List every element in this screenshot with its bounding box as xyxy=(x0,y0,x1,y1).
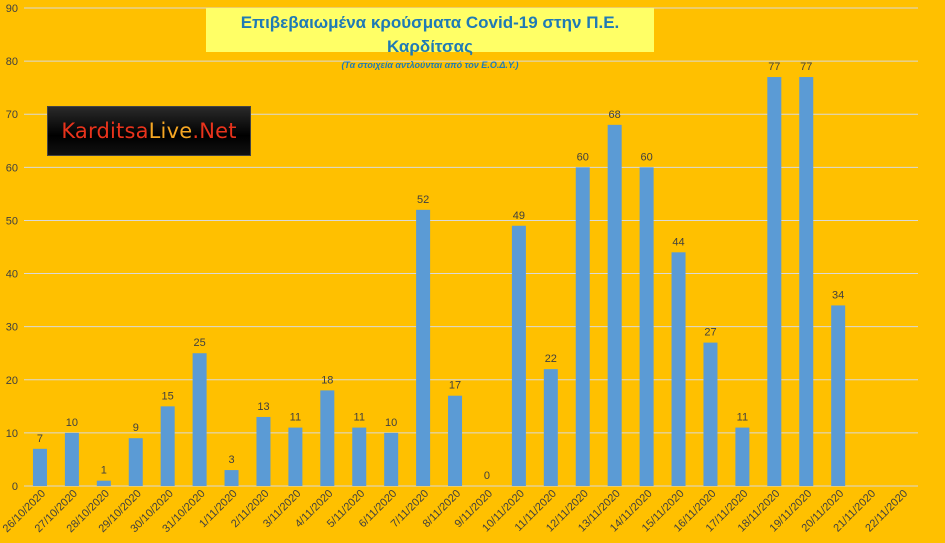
data-label: 77 xyxy=(800,61,812,73)
data-label: 15 xyxy=(162,390,174,402)
bar xyxy=(32,448,47,486)
logo-part-1: Karditsa xyxy=(61,119,149,143)
bar xyxy=(735,427,750,486)
data-label: 34 xyxy=(832,289,844,301)
data-label: 11 xyxy=(354,412,365,424)
bar xyxy=(192,353,207,486)
bar xyxy=(607,124,622,486)
y-tick-label: 30 xyxy=(6,322,18,334)
data-label: 60 xyxy=(577,151,589,163)
data-label: 13 xyxy=(257,401,269,413)
data-label: 3 xyxy=(228,454,234,466)
data-label: 52 xyxy=(417,194,429,206)
data-label: 60 xyxy=(640,151,652,163)
bar xyxy=(703,342,718,486)
logo-part-2: Live xyxy=(148,119,193,143)
data-label: 22 xyxy=(545,353,557,365)
data-labels: 7 10 1 9 15 25 3 13 11 18 11 10 52 17 0 49 22 60 68 60 44 27 1… xyxy=(37,61,844,482)
chart-title: Επιβεβαιωμένα κρούσματα Covid-19 στην Π.… xyxy=(240,13,620,56)
chart-title-box: Επιβεβαιωμένα κρούσματα Covid-19 στην Π.… xyxy=(206,8,654,70)
data-label: 49 xyxy=(513,210,525,222)
bar xyxy=(543,369,558,486)
bar xyxy=(671,252,686,486)
karditsalive-logo: Karditsa Live .Net xyxy=(47,106,251,156)
bar xyxy=(288,427,303,486)
gridlines xyxy=(24,7,918,487)
bar xyxy=(767,77,782,487)
y-tick-label: 80 xyxy=(6,56,18,68)
bar xyxy=(224,470,239,486)
bar xyxy=(416,209,431,487)
bar xyxy=(320,390,335,486)
data-label: 10 xyxy=(66,417,78,429)
logo-part-3: .Net xyxy=(192,119,237,143)
data-label: 77 xyxy=(768,61,780,73)
y-tick-label: 0 xyxy=(12,481,18,493)
bar xyxy=(256,416,271,486)
x-axis-ticks: 26/10/202027/10/202028/10/202029/10/2020… xyxy=(1,488,910,535)
data-label: 17 xyxy=(449,380,461,392)
chart-subtitle: (Τα στοιχεία αντλούνται από τον Ε.Ο.Δ.Υ.… xyxy=(341,60,519,70)
bar xyxy=(64,432,79,486)
bar xyxy=(448,395,463,486)
data-label: 25 xyxy=(193,337,205,349)
bar xyxy=(831,305,846,486)
data-label: 44 xyxy=(672,236,684,248)
bar xyxy=(575,167,590,487)
data-label: 7 xyxy=(37,433,43,445)
y-tick-label: 60 xyxy=(6,162,18,174)
data-label: 0 xyxy=(484,470,490,482)
data-label: 18 xyxy=(321,374,333,386)
data-label: 11 xyxy=(737,412,748,424)
y-tick-label: 20 xyxy=(6,375,18,387)
data-label: 68 xyxy=(609,109,621,121)
data-label: 11 xyxy=(290,412,301,424)
y-tick-label: 70 xyxy=(6,109,18,121)
data-label: 27 xyxy=(704,327,716,339)
data-label: 9 xyxy=(133,422,139,434)
bars xyxy=(32,77,846,487)
y-tick-label: 90 xyxy=(6,3,18,15)
bar xyxy=(511,225,526,486)
bar xyxy=(799,77,814,487)
bar xyxy=(128,438,143,486)
bar xyxy=(96,480,111,486)
data-label: 10 xyxy=(385,417,397,429)
y-tick-label: 50 xyxy=(6,215,18,227)
y-tick-label: 10 xyxy=(6,428,18,440)
data-label: 1 xyxy=(101,465,107,477)
y-tick-label: 40 xyxy=(6,269,18,281)
bar xyxy=(160,406,175,486)
bar xyxy=(639,167,654,487)
y-axis-ticks: 0 10 20 30 40 50 60 70 80 90 xyxy=(6,3,18,493)
bar xyxy=(384,432,399,486)
bar xyxy=(352,427,367,486)
